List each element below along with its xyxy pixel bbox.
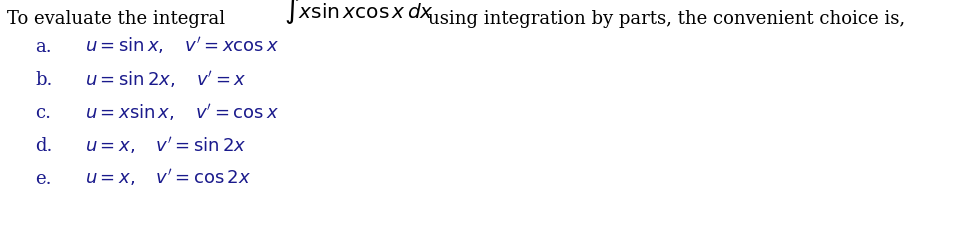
- Text: $u = \sin x,\quad v' = x\cos x$: $u = \sin x,\quad v' = x\cos x$: [85, 36, 279, 56]
- Text: using integration by parts, the convenient choice is,: using integration by parts, the convenie…: [428, 10, 906, 28]
- Text: a.: a.: [35, 38, 52, 56]
- Text: $u = x,\quad v' = \cos 2x$: $u = x,\quad v' = \cos 2x$: [85, 167, 251, 189]
- Text: e.: e.: [35, 170, 52, 188]
- Text: c.: c.: [35, 104, 51, 122]
- Text: d.: d.: [35, 137, 52, 155]
- Text: b.: b.: [35, 71, 52, 89]
- Text: $u = \sin 2x,\quad v' = x$: $u = \sin 2x,\quad v' = x$: [85, 68, 246, 90]
- Text: $u = x,\quad v' = \sin 2x$: $u = x,\quad v' = \sin 2x$: [85, 135, 246, 156]
- Text: To evaluate the integral: To evaluate the integral: [7, 10, 225, 28]
- Text: $u = x\sin x,\quad v' = \cos x$: $u = x\sin x,\quad v' = \cos x$: [85, 101, 279, 122]
- Text: $\int x\sin x\cos x\,dx$: $\int x\sin x\cos x\,dx$: [284, 0, 434, 26]
